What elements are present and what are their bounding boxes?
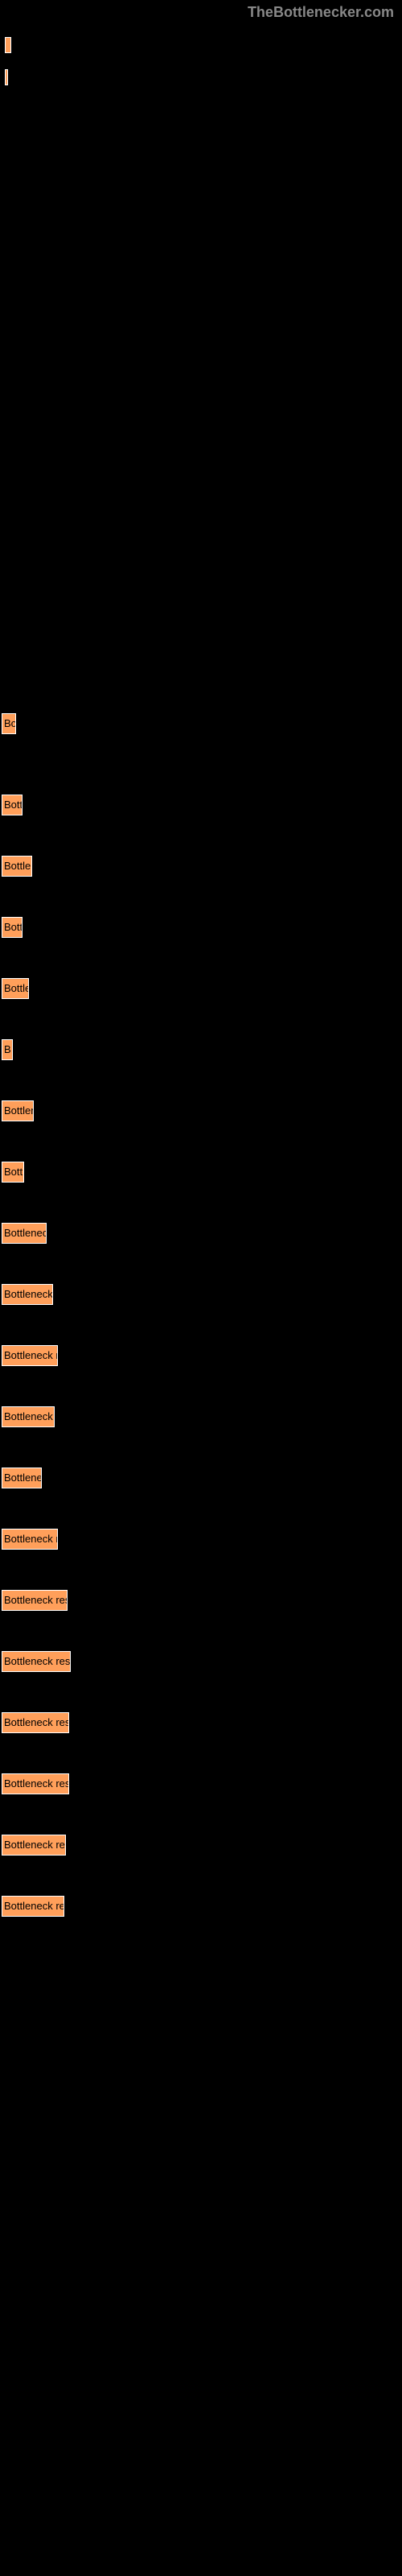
chart-bar: Bottleneck [2,1468,42,1488]
chart-row: Bottleneck result [2,1773,402,1798]
chart-bar: Bott [2,795,23,815]
chart-bar: Bottleneck result [2,1773,69,1794]
chart-bar: Bottleneck resu [2,1345,58,1366]
chart-bar: Bottleneck r [2,1223,47,1244]
chart-row: Bottleneck result [2,1651,402,1676]
chart-bar: Bottleneck resu [2,1529,58,1550]
chart-bar: Bottl [2,1162,24,1183]
chart-row: Bottleneck resu [2,1529,402,1554]
chart-bar: Bo [2,713,16,734]
chart-bar: Bottleneck resul [2,1896,64,1917]
chart-row: Bo [2,713,402,738]
small-bar-1 [5,37,11,53]
chart-row: Bottleneck result [2,1712,402,1737]
chart-row: Bottleneck result [2,1835,402,1860]
chart-bar: Bottle [2,978,29,999]
chart-row: Bottleneck re [2,1284,402,1309]
chart-bar: Bottlen [2,856,32,877]
small-bar-2 [5,69,8,85]
chart-row: B [2,1039,402,1064]
chart-row: Bott [2,795,402,819]
top-bars-container [0,37,402,85]
chart-row: Bottleneck r [2,1223,402,1248]
chart-bar: B [2,1039,13,1060]
chart-row: Bottleneck resu [2,1345,402,1370]
chart-bar: Bottlene [2,1100,34,1121]
chart-row: Bottleneck res [2,1406,402,1431]
chart-row: Bottl [2,1162,402,1187]
chart-row: Bott [2,917,402,942]
chart-row: Bottleneck [2,1468,402,1492]
chart-row: Bottlene [2,1100,402,1125]
chart-row: Bottle [2,978,402,1003]
chart-bar: Bott [2,917,23,938]
chart-bar: Bottleneck result [2,1590,68,1611]
site-logo: TheBottlenecker.com [0,0,402,25]
chart-bar: Bottleneck result [2,1712,69,1733]
chart-bar: Bottleneck result [2,1835,66,1856]
chart-row: Bottlen [2,856,402,881]
chart-bar: Bottleneck res [2,1406,55,1427]
chart-row: Bottleneck resul [2,1896,402,1921]
chart-bar: Bottleneck result [2,1651,71,1672]
chart-bar: Bottleneck re [2,1284,53,1305]
chart-row: Bottleneck result [2,1590,402,1615]
chart-container: Bo Bott Bottlen Bott Bottle B Bottlene B… [0,85,402,1921]
